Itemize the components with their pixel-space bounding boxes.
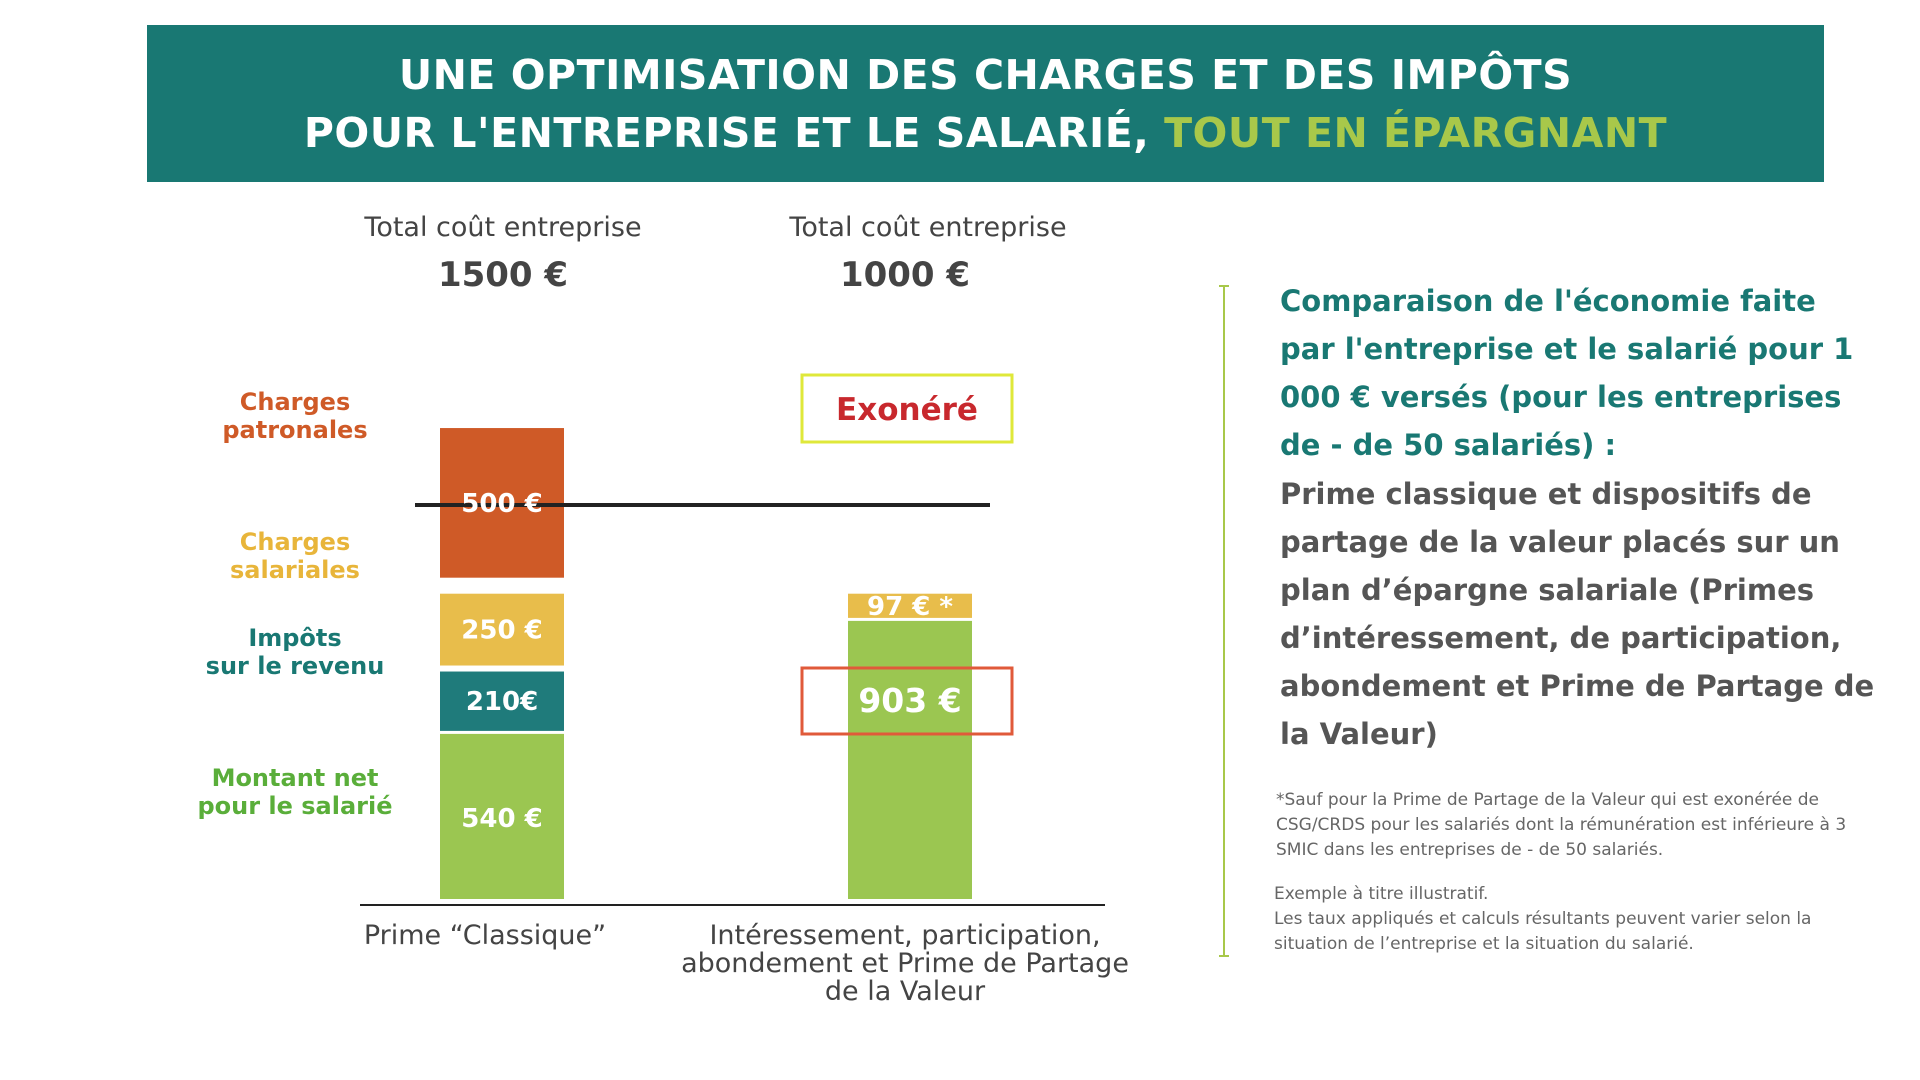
bar-imp-ts-sur-le-revenu-1	[440, 671, 564, 731]
column-1-header-label: Total coût entreprise	[364, 212, 642, 243]
banner-line-2-main: POUR L'ENTREPRISE ET LE SALARIÉ,	[303, 108, 1150, 157]
exonere-label: Exonéré	[836, 392, 978, 428]
banner-line-1: UNE OPTIMISATION DES CHARGES ET DES IMPÔ…	[398, 50, 1573, 99]
label-charges-patronales-text: Charges patronales	[222, 388, 368, 444]
label-impots: Impôts sur le revenu	[175, 624, 415, 680]
x-category-1: Prime “Classique”	[363, 920, 607, 951]
vertical-divider	[1219, 285, 1229, 957]
column-2-header-label: Total coût entreprise	[789, 212, 1067, 243]
bar-montant-net-pour-le-salari--2	[848, 620, 972, 899]
data-label-1-imp-ts-sur-le-revenu: 210€	[466, 687, 538, 717]
bar-charges-salariales-2	[848, 593, 972, 618]
label-impots-text: Impôts sur le revenu	[205, 624, 385, 680]
example-note-line-2: Les taux appliqués et calculs résultants…	[1274, 909, 1812, 954]
data-label-1-montant-net-pour-le-salari-: 540 €	[461, 804, 542, 834]
column-2-header-total: 1000 €	[839, 255, 971, 295]
banner-line-2-accent: TOUT EN ÉPARGNANT	[1164, 108, 1668, 157]
data-label-1-charges-patronales: 500 €	[461, 489, 542, 519]
bar-montant-net-pour-le-salari--1	[440, 733, 564, 899]
data-label-1-charges-salariales: 250 €	[461, 616, 542, 646]
exonere-box	[800, 373, 1014, 444]
highlight-903-box	[800, 666, 1014, 736]
label-montant-net-text: Montant net pour le salarié	[197, 764, 393, 820]
example-note-line-1: Exemple à titre illustratif.	[1274, 884, 1489, 904]
example-note: Exemple à titre illustratif. Les taux ap…	[1274, 882, 1884, 957]
label-charges-salariales: Charges salariales	[175, 528, 415, 584]
data-label-2-montant-net-pour-le-salari-: 903 €	[858, 681, 961, 720]
label-montant-net: Montant net pour le salarié	[175, 764, 415, 820]
comparison-description: Prime classique et dispositifs de partag…	[1280, 477, 1875, 751]
label-charges-patronales: Charges patronales	[175, 388, 415, 444]
title-banner: UNE OPTIMISATION DES CHARGES ET DES IMPÔ…	[147, 25, 1824, 182]
footnote: *Sauf pour la Prime de Partage de la Val…	[1276, 790, 1847, 860]
x-category-2: Intéressement, participation, abondement…	[681, 920, 1129, 1007]
comparison-heading: Comparaison de l'économie faite par l'en…	[1280, 284, 1854, 462]
bar-charges-salariales-1	[440, 593, 564, 666]
data-label-2-charges-salariales: 97 € *	[867, 592, 953, 622]
label-charges-salariales-text: Charges salariales	[230, 528, 360, 584]
banner-line-2: POUR L'ENTREPRISE ET LE SALARIÉ, TOUT EN…	[304, 104, 1667, 162]
column-1-header-total: 1500 €	[437, 255, 569, 295]
bar-charges-patronales-1	[440, 428, 564, 578]
